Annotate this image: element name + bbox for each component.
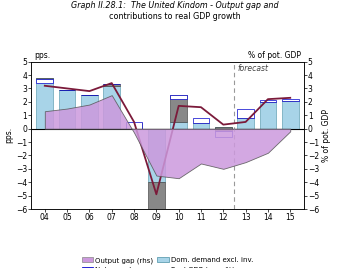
Bar — [103, 84, 120, 86]
Bar — [170, 122, 187, 129]
Bar — [260, 100, 276, 102]
Text: % of pot. GDP: % of pot. GDP — [248, 51, 301, 60]
Bar — [126, 122, 142, 129]
Bar — [81, 95, 98, 129]
Text: Graph II.28.1:  The United Kindom - Output gap and: Graph II.28.1: The United Kindom - Outpu… — [71, 1, 278, 10]
Bar — [148, 129, 165, 182]
Bar — [260, 102, 276, 129]
Text: pps.: pps. — [34, 51, 50, 60]
Bar — [215, 127, 232, 129]
Bar — [237, 109, 254, 118]
Bar — [126, 123, 142, 129]
Text: contributions to real GDP growth: contributions to real GDP growth — [109, 12, 240, 21]
Bar — [148, 182, 165, 255]
Bar — [282, 99, 299, 100]
Bar — [282, 100, 299, 129]
Legend: Output gap (rhs), Net exports, Inventories, Dom. demand excl. inv., Real GDP (y-: Output gap (rhs), Net exports, Inventori… — [82, 257, 253, 268]
Bar — [215, 127, 232, 131]
Bar — [170, 95, 187, 99]
Y-axis label: pps.: pps. — [4, 127, 13, 143]
Bar — [148, 249, 165, 255]
Y-axis label: % of pot. GDP: % of pot. GDP — [322, 109, 331, 162]
Bar — [103, 86, 120, 129]
Bar — [170, 95, 187, 122]
Bar — [215, 131, 232, 137]
Bar — [36, 79, 53, 83]
Bar — [193, 123, 209, 129]
Bar — [59, 90, 75, 129]
Bar — [126, 123, 142, 129]
Bar — [36, 78, 53, 79]
Bar — [36, 78, 53, 129]
Bar — [237, 118, 254, 129]
Text: forecast: forecast — [238, 64, 269, 73]
Bar — [193, 118, 209, 123]
